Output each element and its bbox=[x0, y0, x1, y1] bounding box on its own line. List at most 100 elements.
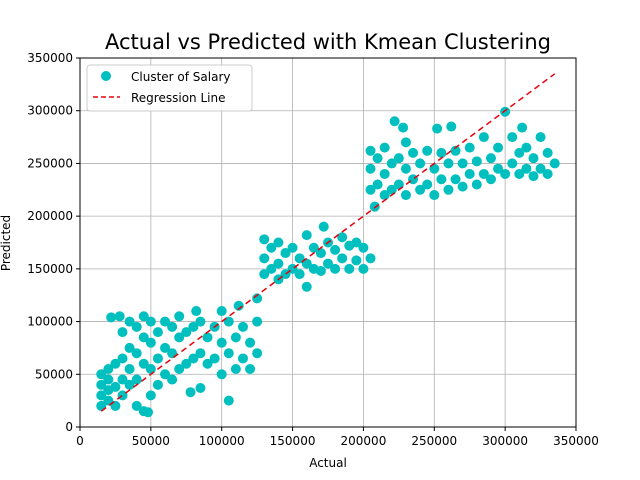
scatter-point bbox=[500, 168, 511, 179]
x-tick-label: 150000 bbox=[270, 434, 316, 448]
scatter-point bbox=[542, 147, 553, 158]
scatter-point bbox=[308, 242, 319, 253]
scatter-point bbox=[415, 184, 426, 195]
scatter-point bbox=[443, 184, 454, 195]
scatter-point bbox=[485, 174, 496, 185]
x-tick-label: 200000 bbox=[341, 434, 387, 448]
scatter-point bbox=[301, 230, 312, 241]
scatter-point bbox=[230, 364, 241, 375]
scatter-point bbox=[195, 348, 206, 359]
scatter-point bbox=[117, 327, 128, 338]
x-tick-label: 350000 bbox=[553, 434, 599, 448]
scatter-point bbox=[400, 163, 411, 174]
scatter-point bbox=[96, 379, 107, 390]
scatter-point bbox=[117, 353, 128, 364]
scatter-point bbox=[252, 348, 263, 359]
scatter-point bbox=[500, 106, 511, 117]
scatter-point bbox=[216, 337, 227, 348]
scatter-point bbox=[160, 316, 171, 327]
regression-line-group bbox=[100, 73, 556, 412]
scatter-point bbox=[124, 342, 135, 353]
scatter-point bbox=[216, 369, 227, 380]
scatter-point bbox=[365, 184, 376, 195]
scatter-point bbox=[252, 316, 263, 327]
scatter-point bbox=[145, 390, 156, 401]
scatter-point bbox=[369, 201, 380, 212]
legend-marker-scatter bbox=[101, 71, 111, 81]
scatter-point bbox=[152, 379, 163, 390]
scatter-point bbox=[96, 369, 107, 380]
scatter-point bbox=[167, 374, 178, 385]
x-axis-label: Actual bbox=[309, 456, 347, 470]
scatter-point bbox=[436, 147, 447, 158]
scatter-point bbox=[450, 174, 461, 185]
scatter-point bbox=[471, 156, 482, 167]
scatter-point bbox=[280, 248, 291, 259]
scatter-point bbox=[259, 234, 270, 245]
scatter-point bbox=[422, 179, 433, 190]
scatter-point bbox=[358, 263, 369, 274]
scatter-point bbox=[110, 381, 121, 392]
x-tick-label: 100000 bbox=[199, 434, 245, 448]
scatter-point bbox=[528, 171, 539, 182]
scatter-point bbox=[389, 116, 400, 127]
scatter-point bbox=[315, 265, 326, 276]
scatter-point bbox=[294, 269, 305, 280]
scatter-point bbox=[131, 374, 142, 385]
scatter-point bbox=[393, 153, 404, 164]
scatter-point bbox=[174, 364, 185, 375]
scatter-point bbox=[152, 353, 163, 364]
scatter-point bbox=[535, 163, 546, 174]
scatter-point bbox=[252, 293, 263, 304]
scatter-point bbox=[471, 179, 482, 190]
scatter-point bbox=[167, 321, 178, 332]
scatter-point bbox=[372, 153, 383, 164]
scatter-point bbox=[408, 147, 419, 158]
scatter-point bbox=[273, 258, 284, 269]
scatter-point bbox=[400, 190, 411, 201]
x-axis-ticks: 0 50000 100000 150000 200000 250000 300000 3500… bbox=[76, 427, 599, 448]
scatter-point bbox=[152, 327, 163, 338]
scatter-point bbox=[464, 142, 475, 153]
legend-label-regression: Regression Line bbox=[131, 91, 225, 105]
scatter-point bbox=[174, 311, 185, 322]
scatter-point bbox=[365, 163, 376, 174]
scatter-point bbox=[195, 316, 206, 327]
plot-frame bbox=[79, 57, 577, 428]
scatter-point bbox=[337, 232, 348, 243]
scatter-point bbox=[528, 153, 539, 164]
scatter-point bbox=[160, 369, 171, 380]
scatter-point bbox=[145, 337, 156, 348]
scatter-point bbox=[266, 242, 277, 253]
scatter-point bbox=[259, 269, 270, 280]
scatter-point bbox=[323, 258, 333, 269]
scatter-point bbox=[507, 158, 518, 169]
scatter-point bbox=[245, 364, 256, 375]
scatter-point bbox=[344, 263, 355, 274]
scatter-point bbox=[301, 281, 312, 292]
scatter-point bbox=[110, 358, 121, 369]
scatter-point bbox=[230, 332, 241, 343]
scatter-point bbox=[103, 374, 114, 385]
scatter-point bbox=[446, 121, 457, 132]
scatter-point bbox=[266, 263, 277, 274]
scatter-point bbox=[174, 332, 185, 343]
scatter-point bbox=[143, 407, 154, 418]
scatter-point bbox=[330, 263, 341, 274]
scatter-point bbox=[478, 132, 489, 143]
scatter-point bbox=[195, 382, 206, 393]
scatter-point bbox=[233, 300, 244, 311]
scatter-point bbox=[237, 353, 248, 364]
scatter-point bbox=[96, 390, 107, 401]
scatter-point bbox=[188, 353, 199, 364]
y-axis-ticks: 0 50000 100000 150000 200000 250000 300000 3500… bbox=[27, 51, 80, 434]
legend-box bbox=[86, 64, 253, 112]
y-tick-label: 100000 bbox=[27, 315, 73, 329]
scatter-point bbox=[422, 145, 433, 156]
scatter-point bbox=[138, 311, 149, 322]
scatter-point bbox=[398, 122, 409, 133]
scatter-point bbox=[517, 122, 528, 133]
y-tick-label: 0 bbox=[65, 420, 73, 434]
scatter-point bbox=[358, 242, 369, 253]
y-tick-label: 50000 bbox=[35, 367, 73, 381]
